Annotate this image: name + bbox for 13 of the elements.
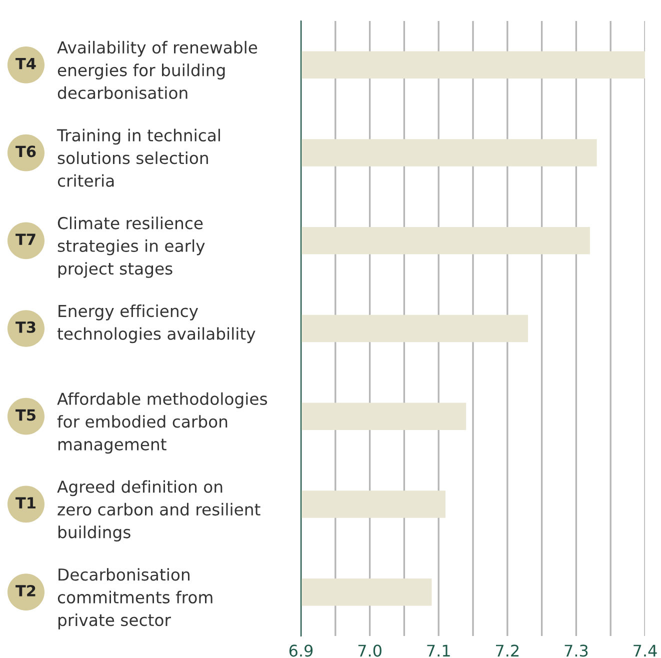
x-tick-label: 7.1 (427, 644, 450, 656)
category-label: T6 Training in technical solutions selection criteria (16, 128, 220, 187)
x-tick-label: 6.9 (289, 644, 313, 657)
category-label: T7 Climate resilience strategies in early project stages (16, 216, 205, 278)
category-label: T1 Agreed definition on zero carbon and resilient buildings (16, 480, 260, 542)
x-tick-label: 7.0 (358, 644, 382, 657)
x-tick-label: 7.3 (564, 644, 588, 657)
x-tick-label: 7.4 (634, 644, 657, 656)
category-label: T5 Affordable methodologies for embodied carbon management (16, 392, 268, 454)
x-tick-label: 7.2 (496, 644, 518, 656)
category-label: T2 Decarbonisation commitments from private sector (16, 568, 212, 630)
category-label: T3 Energy efficiency technologies availability (16, 304, 256, 344)
category-label: T4 Availability of renewable energies for building decarbonisation (16, 40, 258, 100)
